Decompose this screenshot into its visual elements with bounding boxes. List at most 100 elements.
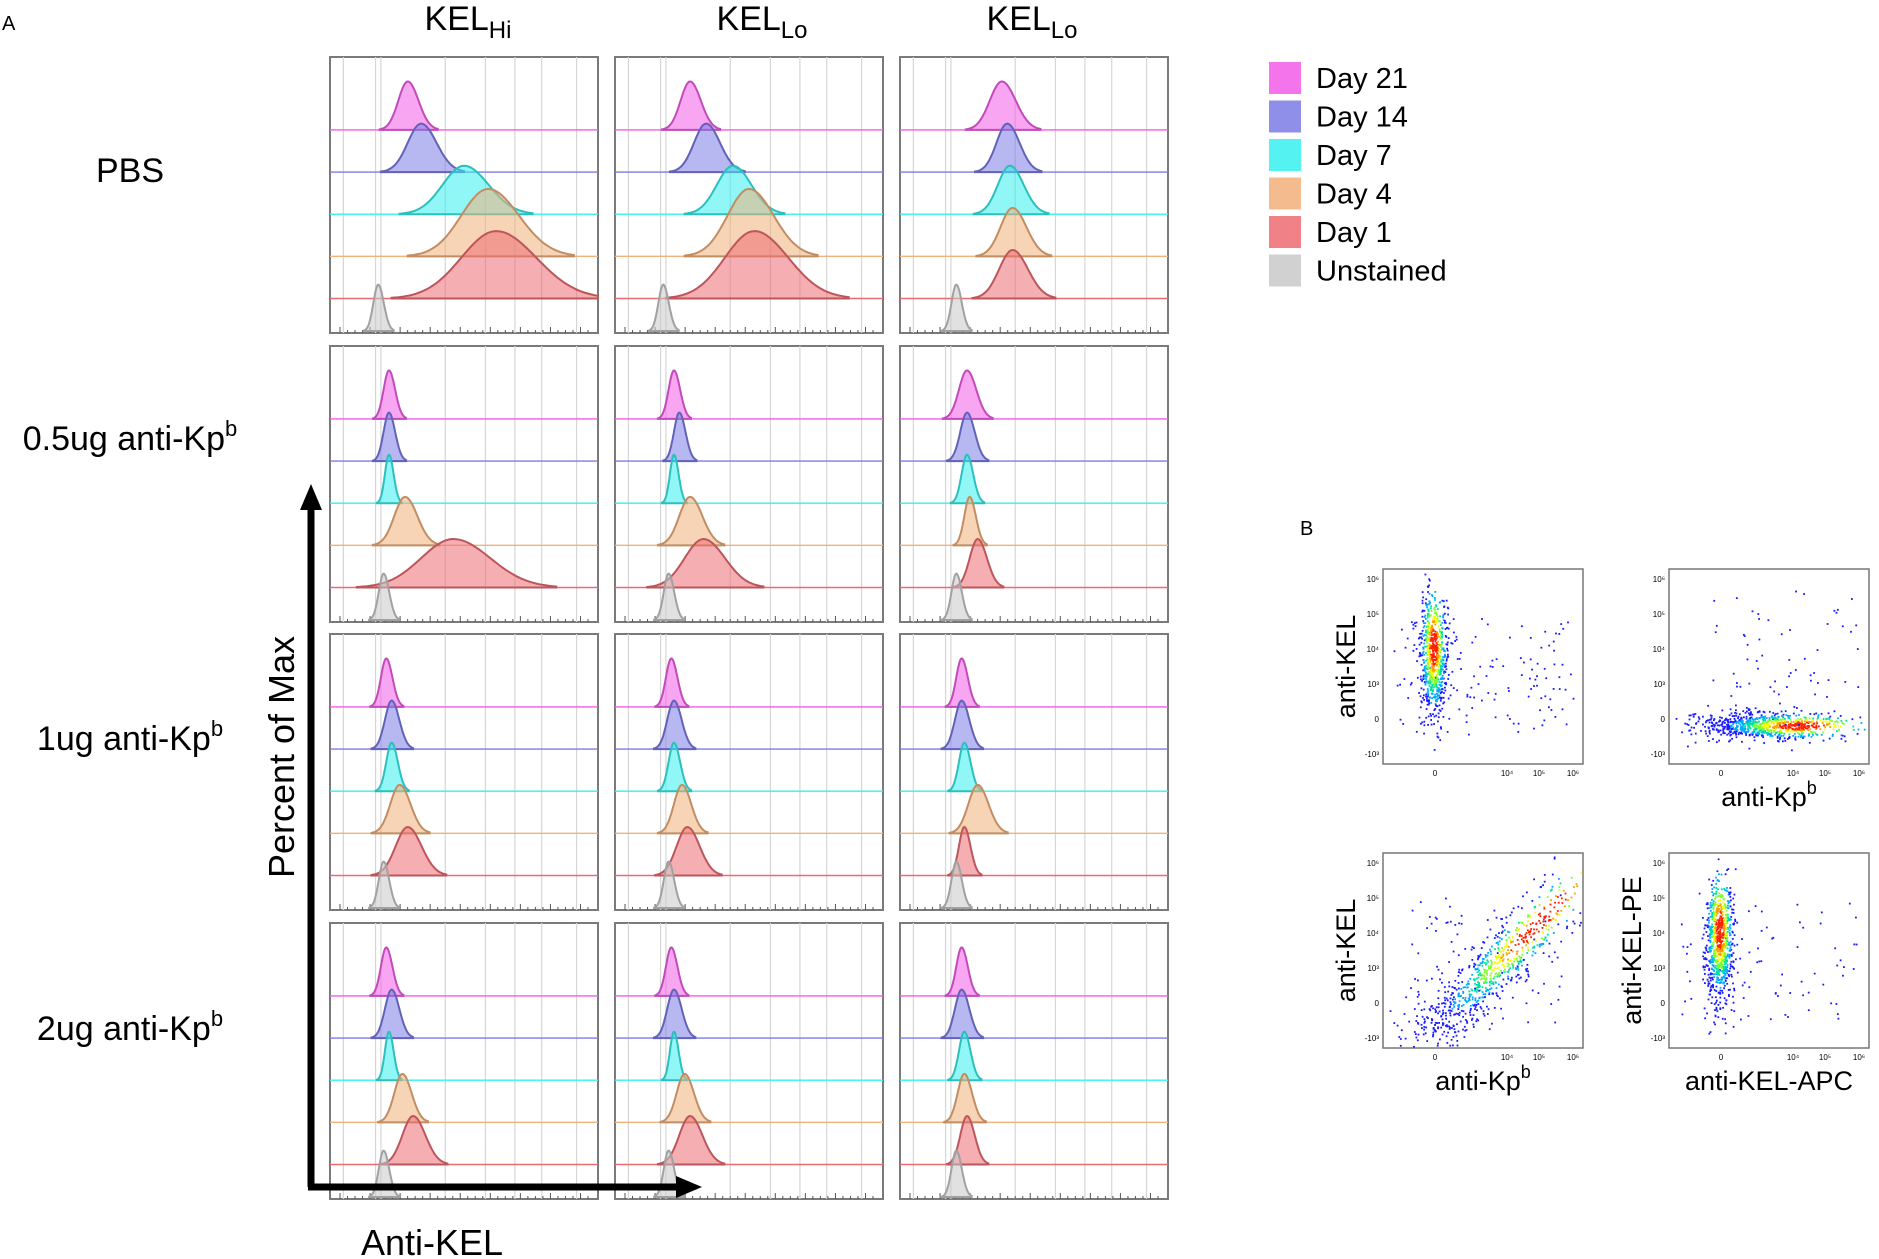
dot [1486,1005,1488,1008]
dot [1423,1028,1425,1031]
dot [1423,669,1426,672]
dot [1434,638,1437,641]
dot [1742,710,1745,713]
dot [1771,715,1773,718]
dot [1730,724,1733,727]
dot [1442,648,1445,651]
dot [1740,727,1742,730]
dot [1517,968,1520,971]
dot [1580,921,1582,924]
dot [1481,996,1484,999]
dot [1747,708,1750,710]
dot [1429,696,1431,699]
dot [1469,977,1472,980]
dot [1434,633,1436,636]
dot [1711,958,1714,960]
dot [1732,897,1735,900]
dot [1797,719,1800,721]
dot [1754,718,1757,720]
dot [1764,719,1766,721]
dot [1445,897,1447,900]
dot [1412,627,1415,630]
dot [1411,909,1414,912]
dot [1415,648,1418,650]
dot [1750,723,1753,726]
dot [1794,722,1797,725]
dot [1705,947,1708,950]
dot [1808,733,1810,736]
y-tick-label: -10³ [1365,1034,1380,1043]
dot [1467,997,1470,1000]
dot [1792,721,1795,723]
dot [1442,619,1445,621]
dot [1719,949,1722,952]
dot [1724,946,1727,948]
dot [1720,981,1722,984]
dot [1836,721,1839,724]
dot [1732,995,1734,998]
peak-day-7 [947,1030,983,1082]
y-tick-label: 10⁴ [1653,929,1666,938]
dot [1748,910,1750,913]
dot [1738,719,1741,721]
dot [1516,939,1519,941]
dot [1709,714,1712,717]
dot [1715,960,1718,963]
dot [1427,614,1429,617]
dot [1514,929,1517,932]
dot [1542,920,1545,923]
dot [1782,727,1784,730]
dot [1725,943,1728,946]
dot [1429,713,1432,715]
dot [1747,723,1750,725]
dot [1438,683,1441,686]
dot [1436,669,1438,671]
dot [1825,720,1827,723]
dot [1430,639,1432,642]
dot [1832,728,1835,731]
dot [1434,656,1436,658]
dot [1470,993,1473,996]
dot [1451,1007,1454,1010]
dot [1745,734,1747,736]
peak-unstained [647,283,680,332]
dot [1453,987,1456,989]
dot [1717,955,1719,957]
dot [1743,716,1745,719]
dot [1719,729,1722,732]
dot [1465,983,1468,986]
dot [1769,1018,1772,1021]
dot [1445,922,1448,924]
panel-frame [899,345,1169,623]
legend-label: Day 21 [1316,63,1408,95]
dot [1719,1001,1722,1004]
dot [1765,721,1768,724]
dot [1728,714,1731,717]
dot [1435,704,1437,707]
dot [1724,944,1727,947]
dot [1717,921,1720,924]
dot [1433,606,1436,609]
dot [1497,955,1500,958]
dot [1436,654,1439,656]
dot [1714,912,1717,915]
dot [1420,641,1423,644]
dot [1476,971,1479,974]
dot [1718,873,1720,876]
dot [1535,923,1538,925]
dot [1726,966,1729,968]
dot [1450,1010,1453,1012]
dot [1808,725,1811,727]
dot [1718,720,1720,723]
dot [1702,966,1705,969]
dot [1432,690,1434,693]
dot [1431,680,1433,683]
peak-day-21 [654,657,690,708]
dot [1430,719,1432,721]
dot [1486,959,1489,962]
peak-day-14 [371,411,408,463]
dot [1564,892,1567,895]
dot [1766,731,1769,734]
dot [1435,675,1438,678]
